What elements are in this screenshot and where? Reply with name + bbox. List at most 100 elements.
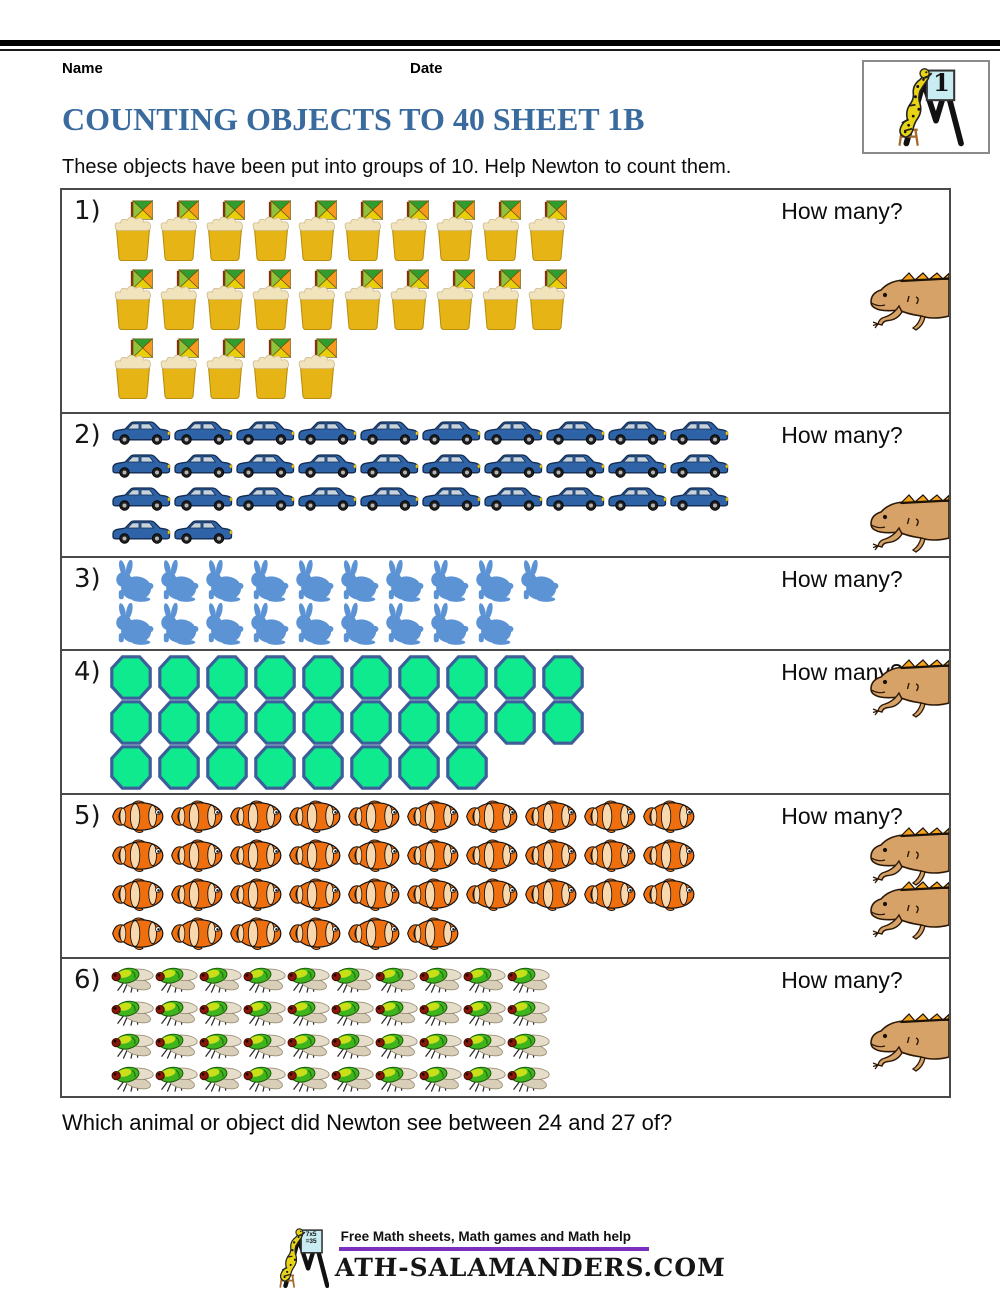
fish-icon — [228, 836, 285, 875]
car-icon — [172, 451, 234, 480]
car-icon — [482, 484, 544, 513]
worksheet-row-4: 4) How many? — [62, 651, 949, 795]
car-icon — [110, 517, 172, 546]
sandcastle-icon — [110, 333, 156, 401]
fly-icon — [374, 995, 418, 1028]
fish-icon — [641, 797, 698, 836]
fly-icon — [154, 962, 198, 995]
how-many-label: How many? — [781, 566, 903, 592]
car-icon — [172, 484, 234, 513]
car-icon — [110, 451, 172, 480]
object-line — [110, 517, 949, 546]
fish-icon — [346, 875, 403, 914]
fly-icon — [418, 1028, 462, 1061]
object-line — [110, 914, 949, 953]
fish-icon — [287, 914, 344, 953]
fish-icon — [405, 875, 462, 914]
fish-icon — [110, 836, 167, 875]
octagon-icon — [206, 745, 248, 790]
rabbit-icon — [245, 560, 290, 602]
car-icon — [606, 451, 668, 480]
octagon-icon — [206, 655, 248, 700]
octagon-icon — [494, 700, 536, 745]
worksheet-row-2: 2) How many? — [62, 414, 949, 558]
worksheet-row-5: 5) How many? — [62, 795, 949, 959]
footer-tagline: Free Math sheets, Math games and Math he… — [340, 1229, 631, 1244]
fly-icon — [506, 1028, 550, 1061]
fly-icon — [110, 1061, 154, 1094]
newton-newt-icon — [869, 270, 949, 336]
octagon-icon — [398, 745, 440, 790]
fly-icon — [110, 1028, 154, 1061]
row-number-label: 3) — [74, 564, 101, 594]
car-icon — [234, 451, 296, 480]
octagon-icon — [206, 700, 248, 745]
octagon-icon — [350, 700, 392, 745]
fly-icon — [242, 995, 286, 1028]
fish-icon — [228, 797, 285, 836]
car-icon — [358, 451, 420, 480]
rabbit-icon — [290, 560, 335, 602]
fish-icon — [523, 836, 580, 875]
row-number-label: 6) — [74, 965, 101, 995]
object-line — [110, 700, 949, 745]
car-icon — [296, 451, 358, 480]
object-line — [110, 1061, 949, 1094]
object-line — [110, 333, 949, 401]
sandcastle-icon — [110, 264, 156, 332]
octagon-icon — [398, 655, 440, 700]
car-icon — [544, 484, 606, 513]
footer-purple-rule — [338, 1247, 649, 1251]
sandcastle-icon — [202, 195, 248, 263]
sandcastle-icon — [432, 264, 478, 332]
fly-icon — [506, 1061, 550, 1094]
sandcastle-icon — [294, 195, 340, 263]
sandcastle-icon — [340, 264, 386, 332]
sandcastle-icon — [110, 195, 156, 263]
sandcastle-icon — [386, 264, 432, 332]
car-icon — [296, 484, 358, 513]
sandcastle-icon — [294, 333, 340, 401]
rabbit-icon — [200, 603, 245, 645]
sandcastle-icon — [478, 264, 524, 332]
fish-icon — [169, 836, 226, 875]
bottom-question: Which animal or object did Newton see be… — [62, 1110, 673, 1135]
row-number-label: 2) — [74, 420, 101, 450]
octagon-icon — [302, 700, 344, 745]
fish-icon — [110, 914, 167, 953]
sandcastle-icon — [156, 195, 202, 263]
fly-icon — [154, 1061, 198, 1094]
fly-icon — [286, 1028, 330, 1061]
fish-icon — [405, 836, 462, 875]
how-many-label: How many? — [781, 422, 903, 448]
sandcastle-icon — [248, 195, 294, 263]
how-many-label: How many? — [781, 198, 903, 224]
object-line — [110, 995, 949, 1028]
octagon-icon — [110, 655, 152, 700]
row-number-label: 4) — [74, 657, 101, 687]
top-rule-thin — [0, 49, 1000, 51]
fly-icon — [242, 1028, 286, 1061]
page-title: COUNTING OBJECTS TO 40 SHEET 1B — [62, 101, 645, 137]
sandcastle-icon — [156, 264, 202, 332]
fish-icon — [641, 836, 698, 875]
fish-icon — [110, 875, 167, 914]
car-icon — [606, 418, 668, 447]
fly-icon — [330, 1061, 374, 1094]
car-icon — [544, 418, 606, 447]
object-line — [110, 875, 949, 914]
fish-icon — [110, 797, 167, 836]
date-label: Date — [410, 60, 443, 77]
fly-icon — [330, 995, 374, 1028]
fly-icon — [418, 962, 462, 995]
octagon-icon — [158, 745, 200, 790]
object-line — [110, 484, 949, 513]
rabbit-icon — [425, 603, 470, 645]
rabbit-icon — [110, 603, 155, 645]
car-icon — [482, 451, 544, 480]
worksheet-row-3: 3) How many? — [62, 558, 949, 651]
octagon-icon — [350, 745, 392, 790]
car-icon — [110, 484, 172, 513]
newton-newt-icon — [869, 1011, 949, 1077]
object-line — [110, 603, 949, 645]
